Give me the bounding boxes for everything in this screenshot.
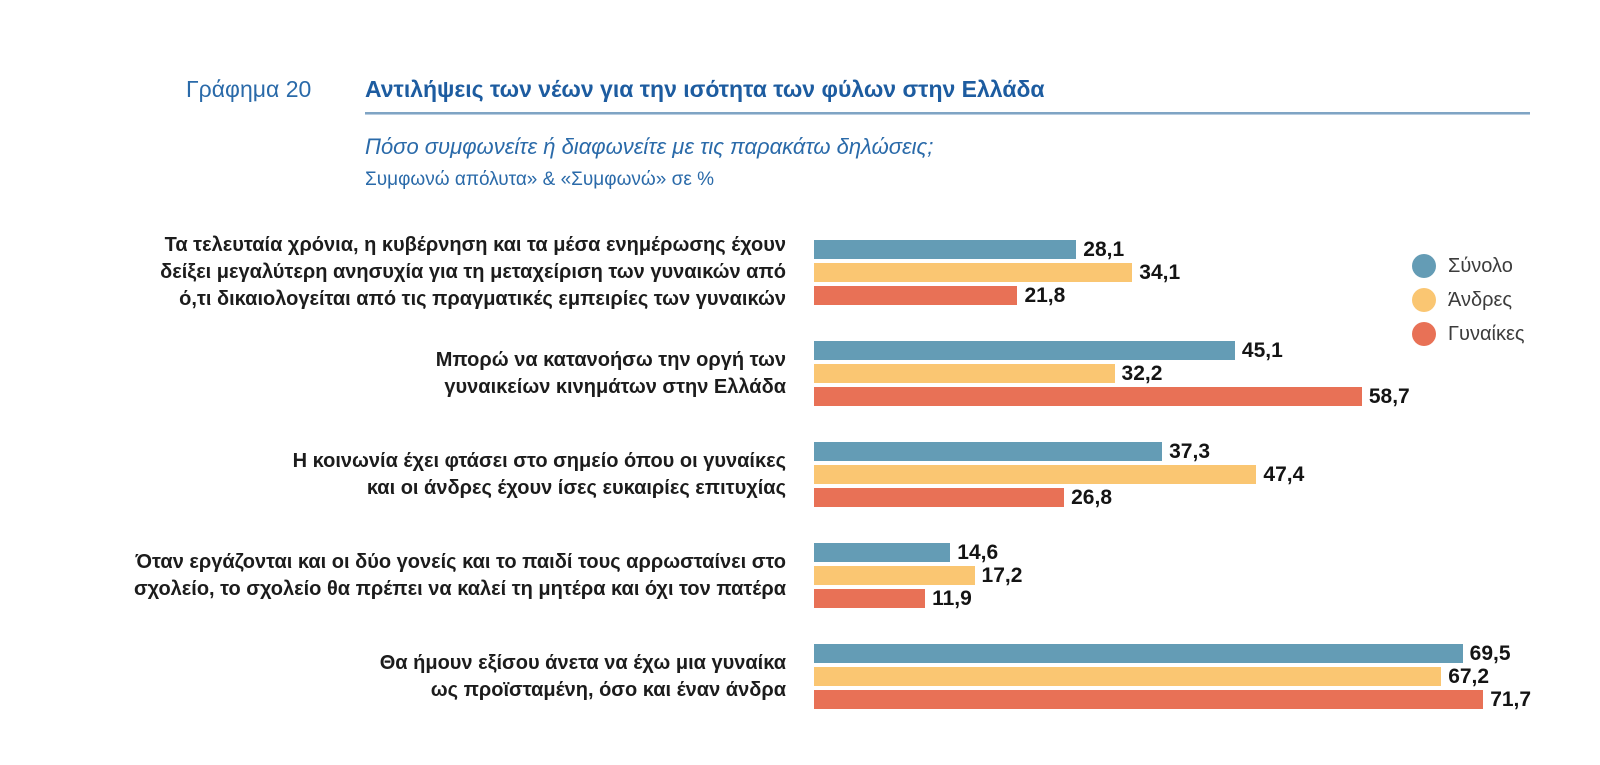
value-label: 45,1	[1241, 338, 1283, 362]
legend-label: Άνδρες	[1448, 288, 1513, 311]
value-label: 11,9	[932, 586, 972, 610]
bar-andres	[814, 364, 1115, 383]
chart-group: Η κοινωνία έχει φτάσει στο σημείο όπου ο…	[0, 424, 1600, 525]
bar-andres	[814, 465, 1257, 484]
chart-group: Τα τελευταία χρόνια, η κυβέρνηση και τα …	[0, 222, 1600, 323]
bar-row: 67,2	[814, 664, 1514, 688]
bar-gynaikes	[814, 690, 1484, 709]
category-label: Τα τελευταία χρόνια, η κυβέρνηση και τα …	[0, 232, 786, 313]
chart-group: Μπορώ να κατανοήσω την οργή των γυναικείω…	[0, 323, 1600, 424]
chart-group: Όταν εργάζονται και οι δύο γονείς και το…	[0, 525, 1600, 626]
category-label-line: ό,τι δικαιολογείται από τις πραγματικές …	[179, 288, 786, 310]
value-label: 26,8	[1071, 485, 1112, 509]
bar-gynaikes	[814, 488, 1065, 507]
chart-subtitle: Πόσο συμφωνείτε ή διαφωνείτε με τις παρα…	[365, 134, 934, 159]
bar-row: 69,5	[814, 641, 1514, 665]
value-label: 28,1	[1083, 237, 1125, 261]
title-block: Αντιλήψεις των νέων για την ισότητα των …	[365, 76, 1535, 191]
category-label-line: Η κοινωνία έχει φτάσει στο σημείο όπου ο…	[292, 449, 786, 472]
bar-row: 58,7	[814, 384, 1514, 408]
value-label: 69,5	[1469, 641, 1511, 665]
bar-group: 45,1 32,2 58,7	[814, 338, 1514, 408]
category-label-line: δείξει μεγαλύτερη ανησυχία για τη μεταχε…	[160, 261, 786, 283]
chart-title: Αντιλήψεις των νέων για την ισότητα των …	[365, 76, 1045, 102]
bar-row: 26,8	[814, 485, 1514, 509]
value-label: 71,7	[1490, 687, 1532, 711]
bar-row: 17,2	[814, 563, 1514, 587]
category-label-line: Θα ήμουν εξίσου άνετα να έχω μια γυναίκα	[379, 651, 786, 674]
legend-dot-icon	[1412, 322, 1436, 346]
category-label: Θα ήμουν εξίσου άνετα να έχω μια γυναίκα…	[0, 650, 786, 704]
legend: Σύνολο Άνδρες Γυναίκες	[1412, 254, 1525, 356]
bar-gynaikes	[814, 286, 1018, 305]
title-underline	[365, 112, 1530, 115]
category-label-line: ως προϊσταμένη, όσο και έναν άνδρα	[430, 678, 786, 701]
value-label: 67,2	[1448, 664, 1490, 688]
value-label: 14,6	[957, 540, 999, 564]
bar-row: 45,1	[814, 338, 1514, 362]
legend-item: Άνδρες	[1412, 288, 1525, 312]
legend-dot-icon	[1412, 288, 1436, 312]
value-label: 37,3	[1169, 439, 1210, 463]
category-label: Μπορώ να κατανοήσω την οργή των γυναικείω…	[0, 347, 786, 401]
value-label: 34,1	[1139, 260, 1181, 284]
legend-item: Σύνολο	[1412, 254, 1525, 278]
category-label: Όταν εργάζονται και οι δύο γονείς και το…	[0, 549, 786, 603]
bar-synolo	[814, 240, 1077, 259]
bar-group: 37,3 47,4 26,8	[814, 439, 1514, 509]
bar-group: 14,6 17,2 11,9	[814, 540, 1514, 610]
value-label: 21,8	[1024, 283, 1066, 307]
value-label: 58,7	[1368, 384, 1410, 408]
category-label-line: Όταν εργάζονται και οι δύο γονείς και το…	[135, 550, 786, 573]
category-label-line: Μπορώ να κατανοήσω την οργή των	[435, 348, 786, 371]
bar-andres	[814, 566, 975, 585]
bar-andres	[814, 667, 1442, 686]
category-label-line: Τα τελευταία χρόνια, η κυβέρνηση και τα …	[164, 234, 786, 256]
bar-row: 37,3	[814, 439, 1514, 463]
legend-item: Γυναίκες	[1412, 322, 1525, 346]
value-label: 17,2	[981, 563, 1023, 587]
bar-gynaikes	[814, 589, 926, 608]
bar-synolo	[814, 442, 1163, 461]
bar-row: 71,7	[814, 688, 1531, 711]
bar-row: 34,1	[814, 260, 1514, 284]
category-label-line: σχολείο, το σχολείο θα πρέπει να καλεί τ…	[133, 577, 786, 600]
chart-group: Θα ήμουν εξίσου άνετα να έχω μια γυναίκα…	[0, 626, 1600, 727]
value-label: 32,2	[1121, 361, 1163, 385]
value-label: 47,4	[1263, 462, 1305, 486]
bar-chart: Τα τελευταία χρόνια, η κυβέρνηση και τα …	[0, 222, 1600, 727]
category-label-line: γυναικείων κινημάτων στην Ελλάδα	[444, 375, 786, 398]
chart-note: Συμφωνώ απόλυτα» & «Συμφωνώ» σε %	[365, 169, 714, 190]
bar-row: 47,4	[814, 462, 1514, 486]
bar-andres	[814, 263, 1133, 282]
bar-row: 32,2	[814, 361, 1514, 385]
legend-label: Γυναίκες	[1448, 322, 1525, 345]
bar-synolo	[814, 644, 1463, 663]
bar-synolo	[814, 543, 951, 562]
bar-group: 28,1 34,1 21,8	[814, 237, 1514, 307]
figure-label: Γράφημα 20	[186, 76, 312, 102]
bar-row: 14,6	[814, 540, 1514, 564]
bar-group: 69,5 67,2 71,7	[814, 641, 1531, 711]
bar-row: 11,9	[814, 586, 1514, 610]
legend-label: Σύνολο	[1448, 254, 1513, 277]
category-label-line: και οι άνδρες έχουν ίσες ευκαιρίες επιτυ…	[366, 476, 786, 499]
category-label: Η κοινωνία έχει φτάσει στο σημείο όπου ο…	[0, 448, 786, 502]
legend-dot-icon	[1412, 254, 1436, 278]
bar-gynaikes	[814, 387, 1362, 406]
bar-synolo	[814, 341, 1235, 360]
bar-row: 28,1	[814, 237, 1514, 261]
bar-row: 21,8	[814, 283, 1514, 307]
